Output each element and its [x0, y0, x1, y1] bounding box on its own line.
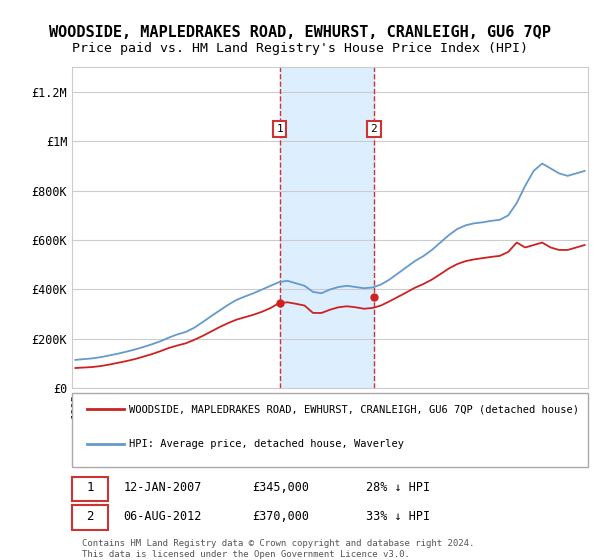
FancyBboxPatch shape [72, 393, 588, 467]
Text: £345,000: £345,000 [253, 481, 310, 494]
FancyBboxPatch shape [72, 477, 108, 501]
Text: WOODSIDE, MAPLEDRAKES ROAD, EWHURST, CRANLEIGH, GU6 7QP (detached house): WOODSIDE, MAPLEDRAKES ROAD, EWHURST, CRA… [129, 404, 579, 414]
Text: WOODSIDE, MAPLEDRAKES ROAD, EWHURST, CRANLEIGH, GU6 7QP: WOODSIDE, MAPLEDRAKES ROAD, EWHURST, CRA… [49, 25, 551, 40]
Bar [280, 67, 374, 388]
Text: Contains HM Land Registry data © Crown copyright and database right 2024.
This d: Contains HM Land Registry data © Crown c… [82, 539, 475, 558]
Text: 1: 1 [277, 124, 283, 134]
Text: 12-JAN-2007: 12-JAN-2007 [124, 481, 202, 494]
Text: 33% ↓ HPI: 33% ↓ HPI [366, 510, 430, 523]
FancyBboxPatch shape [72, 506, 108, 530]
Text: 28% ↓ HPI: 28% ↓ HPI [366, 481, 430, 494]
Text: 06-AUG-2012: 06-AUG-2012 [124, 510, 202, 523]
Text: Price paid vs. HM Land Registry's House Price Index (HPI): Price paid vs. HM Land Registry's House … [72, 42, 528, 55]
Text: 2: 2 [86, 510, 94, 523]
Text: 1: 1 [86, 481, 94, 494]
Text: HPI: Average price, detached house, Waverley: HPI: Average price, detached house, Wave… [129, 440, 404, 450]
Text: 2: 2 [371, 124, 377, 134]
Text: £370,000: £370,000 [253, 510, 310, 523]
